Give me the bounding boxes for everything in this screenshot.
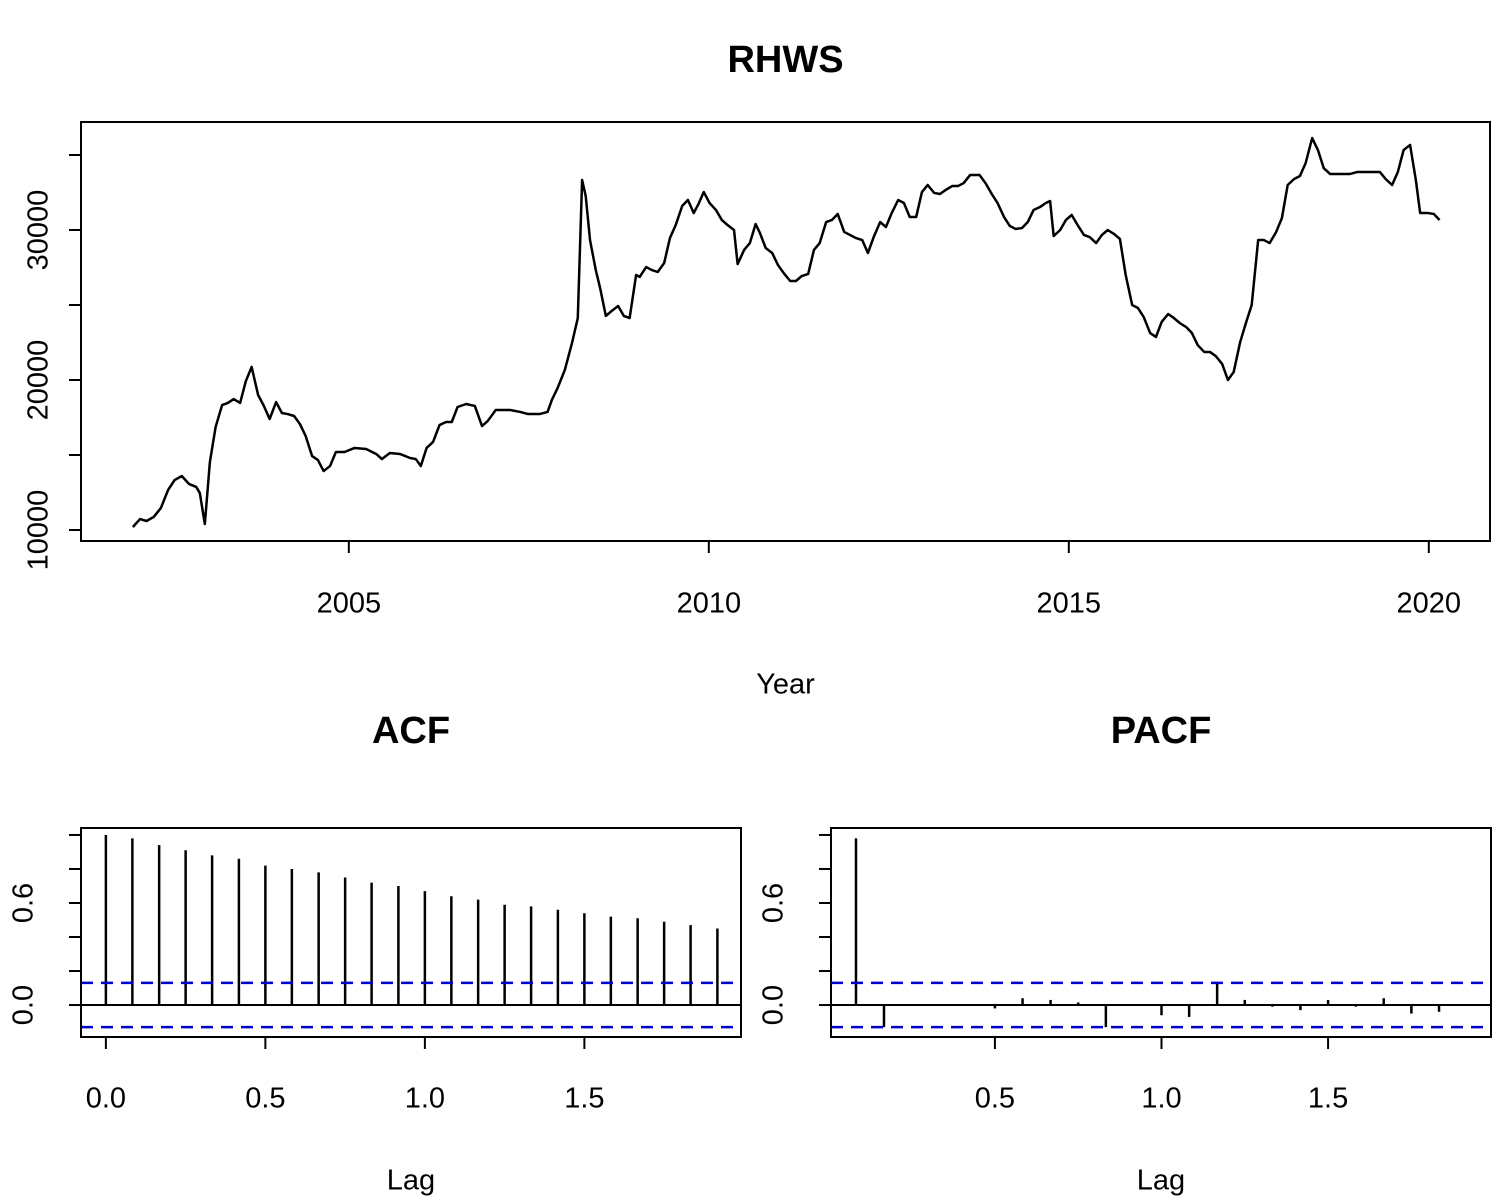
y-tick-label: 0.0 [758,985,790,1025]
y-tick-label: 0.0 [8,985,40,1025]
chart-title: PACF [1111,710,1212,752]
x-tick-label: 1.0 [405,1083,445,1115]
x-tick-label: 0.0 [86,1083,126,1115]
plot-box [80,121,1491,542]
x-tick-label: 1.5 [564,1083,604,1115]
y-tick-label: 0.6 [8,883,40,923]
x-axis-label: Year [756,669,815,701]
x-axis-label: Lag [387,1165,435,1197]
x-tick-label: 2015 [1037,588,1102,620]
series-line [131,136,1441,528]
x-tick-label: 2005 [317,588,382,620]
chart-title: ACF [372,710,450,752]
x-tick-label: 2010 [677,588,742,620]
x-tick-label: 0.5 [245,1083,285,1115]
y-tick-label: 0.6 [758,883,790,923]
plot-box [80,827,742,1038]
y-tick-label: 20000 [23,340,55,421]
x-tick-label: 1.5 [1308,1083,1348,1115]
chart-title: RHWS [727,39,843,81]
x-tick-label: 0.5 [975,1083,1015,1115]
y-tick-label: 30000 [23,190,55,271]
y-tick-label: 10000 [23,490,55,571]
x-tick-label: 2020 [1397,588,1462,620]
x-axis-label: Lag [1137,1165,1185,1197]
x-tick-label: 1.0 [1141,1083,1181,1115]
